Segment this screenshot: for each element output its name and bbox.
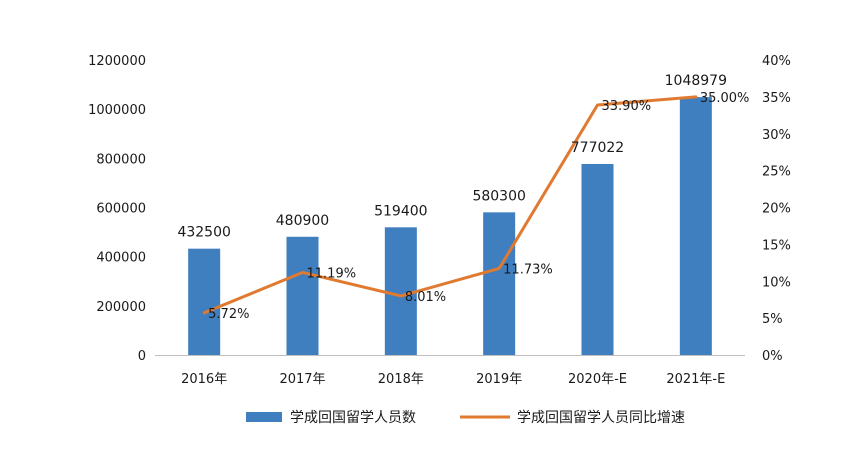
legend-bar-swatch: [246, 412, 282, 422]
line-data-label: 5.72%: [208, 307, 249, 322]
bar-data-label: 777022: [571, 140, 624, 156]
y-left-tick-label: 400000: [96, 251, 146, 266]
y-left-tick-label: 1200000: [88, 54, 146, 69]
y-right-tick-label: 0%: [762, 349, 783, 364]
bar: [286, 236, 319, 355]
y-right-tick-label: 30%: [762, 128, 791, 143]
line-data-label: 11.73%: [503, 262, 553, 277]
y-left-tick-label: 200000: [96, 300, 146, 315]
y-right-tick-label: 5%: [762, 312, 783, 327]
bar-data-label: 432500: [177, 225, 230, 241]
y-right-tick-label: 15%: [762, 238, 791, 253]
bar: [581, 163, 614, 355]
legend-bar-label: 学成回国留学人员数: [290, 410, 416, 426]
line-data-label: 8.01%: [405, 290, 446, 305]
y-right-tick-label: 20%: [762, 202, 791, 217]
x-tick-label: 2020年-E: [568, 372, 627, 387]
y-left-tick-label: 0: [138, 349, 146, 364]
y-right-tick-label: 40%: [762, 54, 791, 69]
x-tick-label: 2017年: [279, 372, 325, 387]
bar: [384, 227, 417, 355]
bar: [483, 212, 516, 355]
y-right-tick-label: 35%: [762, 91, 791, 106]
bar-data-label: 519400: [374, 203, 427, 219]
bar: [188, 248, 221, 355]
y-right-tick-label: 25%: [762, 165, 791, 180]
y-left-tick-label: 800000: [96, 152, 146, 167]
legend-line-label: 学成回国留学人员同比增速: [517, 410, 685, 426]
line-data-label: 35.00%: [700, 91, 750, 106]
x-tick-label: 2019年: [476, 372, 522, 387]
line-data-label: 33.90%: [602, 99, 652, 114]
bar: [679, 97, 712, 355]
y-left-tick-label: 1000000: [88, 103, 146, 118]
x-tick-label: 2018年: [378, 372, 424, 387]
bar-data-label: 580300: [472, 188, 525, 204]
x-tick-label: 2016年: [181, 372, 227, 387]
y-right-tick-label: 10%: [762, 275, 791, 290]
bar-data-label: 1048979: [665, 73, 727, 89]
bar-data-label: 480900: [276, 213, 329, 229]
growth-rate-line: [202, 95, 698, 315]
y-left-tick-label: 600000: [96, 202, 146, 217]
line-data-label: 11.19%: [307, 266, 357, 281]
x-tick-label: 2021年-E: [666, 372, 725, 387]
